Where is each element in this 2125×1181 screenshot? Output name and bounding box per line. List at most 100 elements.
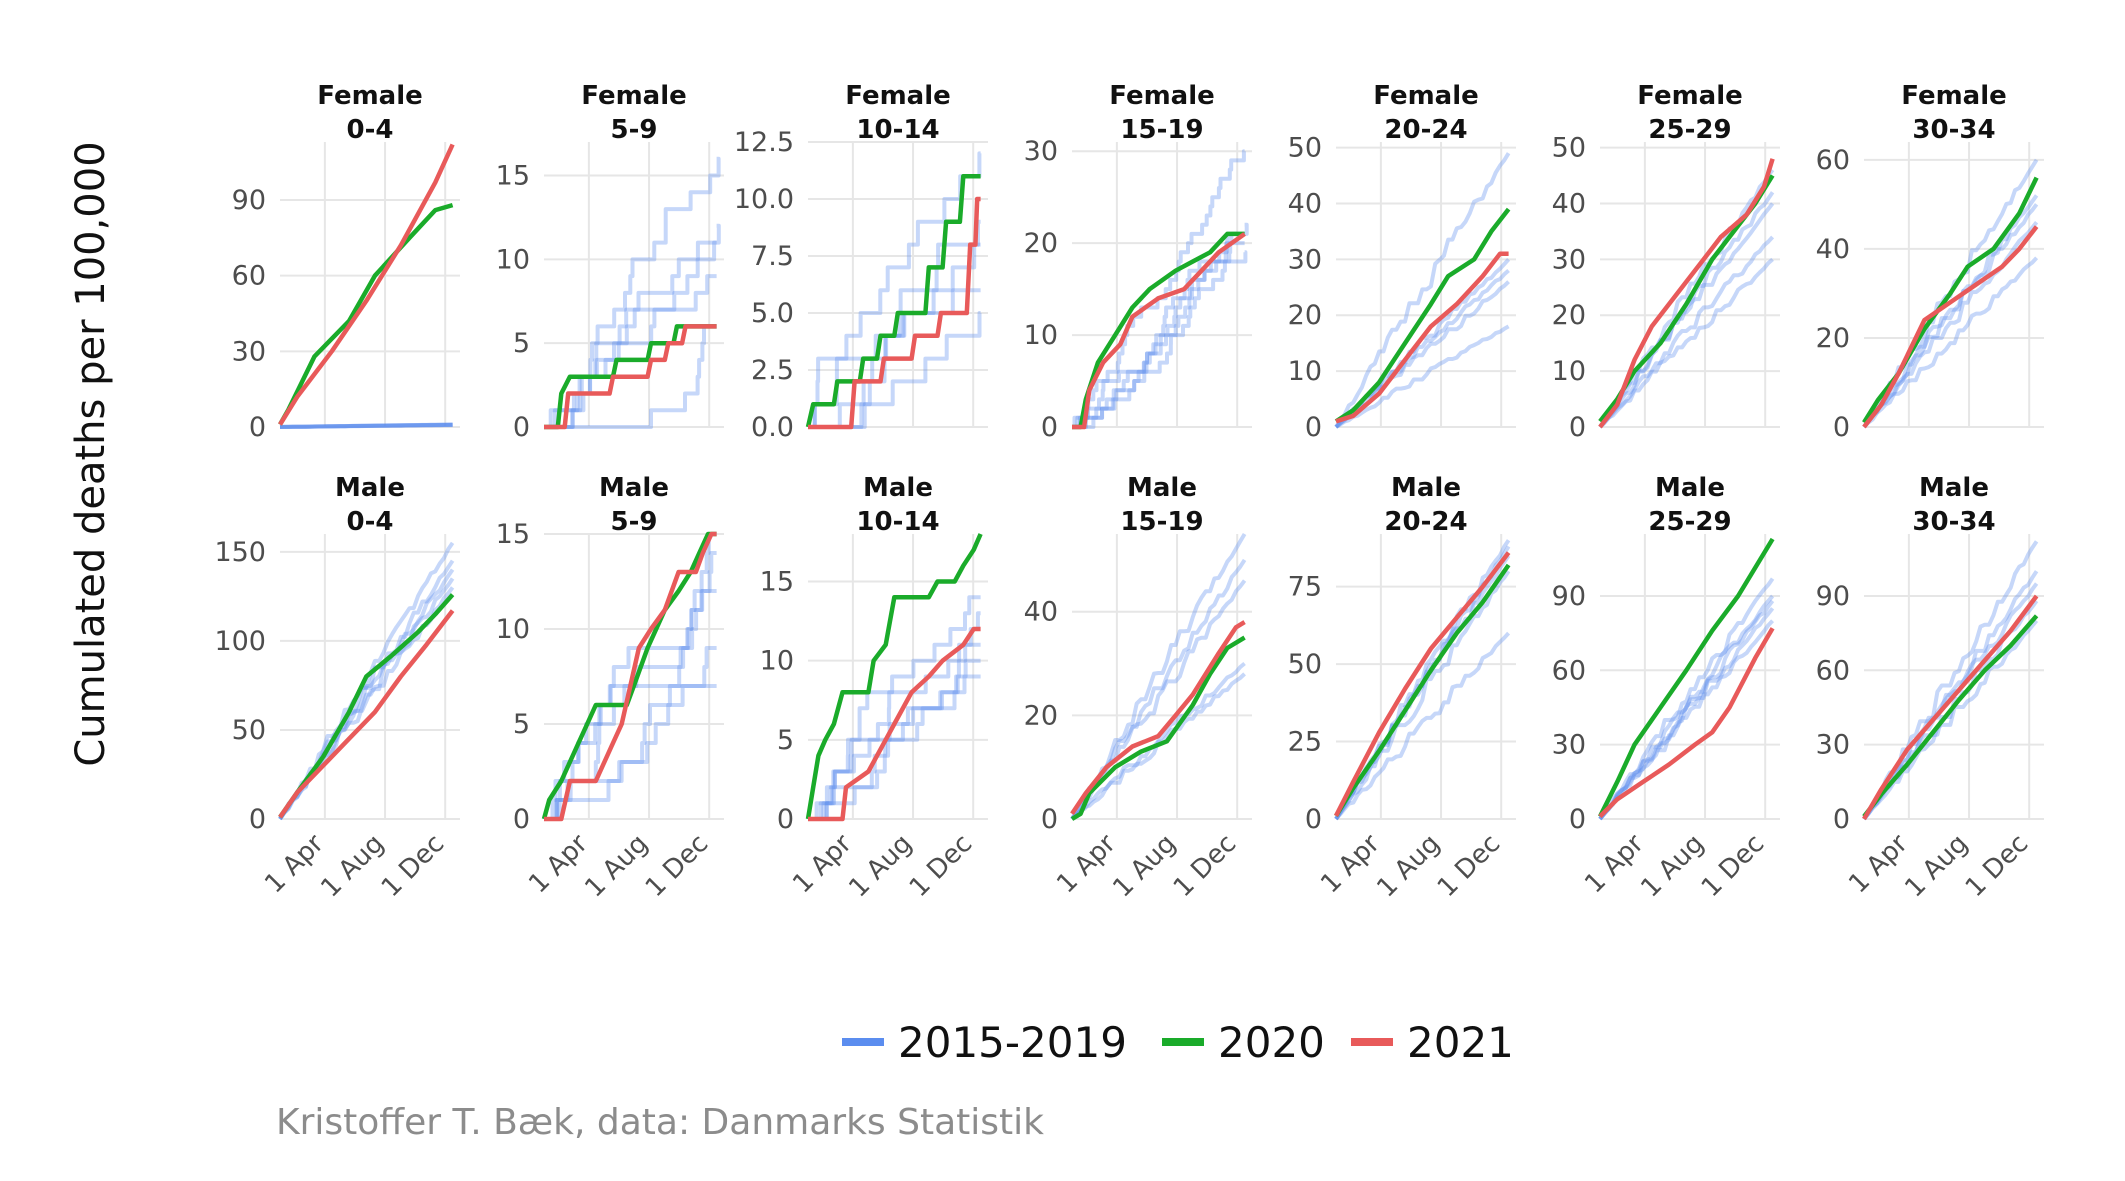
panel-title-sex: Male	[335, 473, 405, 503]
series-2015-2019-line	[1598, 191, 1775, 429]
series-2015-2019-line	[1334, 570, 1511, 821]
y-tick-label: 10	[1288, 356, 1322, 387]
series-2015-2019-line	[808, 595, 981, 821]
y-tick-label: 60	[232, 261, 266, 292]
panel-title: Female 15-19	[1109, 81, 1215, 145]
y-tick-label: 0	[1041, 412, 1058, 443]
y-tick-label: 60	[1816, 145, 1850, 176]
series-2020-line	[1070, 635, 1246, 821]
series-2015-2019-line	[1598, 235, 1775, 429]
series-2015-2019-line	[1072, 241, 1245, 429]
series-2015-2019-line	[808, 611, 981, 821]
series-2015-2019-line	[1598, 619, 1775, 821]
y-tick-label: 0	[1833, 804, 1850, 835]
panel-title: Male 30-34	[1912, 473, 1995, 537]
series-2015-2019-line	[279, 422, 453, 429]
panel-title-sex: Male	[599, 473, 669, 503]
x-tick-label: 1 Aug	[315, 829, 390, 904]
series-2020-line	[1862, 176, 2039, 424]
series-2015-2019-line	[1334, 631, 1511, 821]
y-tick-label: 40	[1288, 188, 1322, 219]
y-tick-label: 50	[1288, 133, 1322, 164]
y-tick-label: 15	[496, 519, 530, 550]
y-axis-label: Cumulated deaths per 100,000	[68, 141, 114, 766]
series-2015-2019-line	[1862, 256, 2039, 429]
x-tick-label: 1 Dec	[1432, 829, 1506, 903]
y-tick-label: 40	[1552, 188, 1586, 219]
panel-title-sex: Female	[1637, 81, 1743, 111]
series-2021-line	[278, 143, 455, 426]
y-tick-label: 10	[1024, 320, 1058, 351]
y-tick-label: 0	[1569, 804, 1586, 835]
panel-female-10-14: Female 10-14 0.0 2.5 5.0 7.5 10.0 12.5	[734, 81, 988, 443]
x-tick-label: 1 Dec	[376, 829, 450, 903]
y-tick-label: 100	[214, 626, 266, 657]
y-tick-label: 5.0	[751, 298, 794, 329]
panel-title-age: 25-29	[1648, 507, 1731, 537]
series-2020-line	[278, 202, 454, 426]
panel-female-25-29: Female 25-29 0 10 20 30 40 50	[1552, 81, 1780, 443]
series-2021-line	[1333, 551, 1511, 817]
x-tick-label: 1 Dec	[904, 829, 978, 903]
panel-title-sex: Female	[845, 81, 951, 111]
y-tick-label: 30	[1816, 730, 1850, 761]
y-tick-label: 30	[1024, 136, 1058, 167]
y-tick-label: 20	[1552, 300, 1586, 331]
y-tick-label: 50	[232, 715, 266, 746]
panel-title: Female 25-29	[1637, 81, 1743, 145]
x-tick-label: 1 Apr	[787, 829, 858, 900]
series-2015-2019-line	[544, 274, 717, 429]
series-2015-2019-line	[544, 684, 717, 821]
y-tick-label: 0	[1041, 804, 1058, 835]
panel-title: Male 25-29	[1648, 473, 1731, 537]
panel-title-age: 20-24	[1384, 507, 1467, 537]
legend-label-2021: 2021	[1407, 1018, 1514, 1067]
series-2015-2019-line	[1598, 599, 1775, 821]
x-tick-label: 1 Apr	[1051, 829, 1122, 900]
y-tick-label: 5	[777, 725, 794, 756]
series-2021-line	[1070, 620, 1246, 816]
series-2020-line	[805, 173, 981, 428]
series-2021-line	[544, 324, 717, 430]
panel-title-age: 10-14	[856, 115, 939, 145]
panel-title-sex: Female	[1109, 81, 1215, 111]
y-tick-label: 10.0	[734, 184, 794, 215]
panel-female-15-19: Female 15-19 0 10 20 30	[1024, 81, 1252, 443]
series-2015-2019-line	[1072, 231, 1245, 429]
series-2015-2019-line	[1598, 594, 1775, 821]
series-2015-2019-line	[1862, 619, 2039, 821]
panel-title-age: 15-19	[1120, 115, 1203, 145]
series-2015-2019-line	[544, 646, 717, 821]
series-2015-2019-line	[1862, 220, 2039, 429]
legend-label-2015-2019: 2015-2019	[898, 1018, 1127, 1067]
panel-title: Female 30-34	[1901, 81, 2007, 145]
y-tick-label: 15	[760, 567, 794, 598]
series-2015-2019-line	[1598, 577, 1775, 821]
series-2020-line	[1072, 231, 1245, 430]
x-tick-label: 1 Aug	[843, 829, 918, 904]
y-tick-label: 2.5	[751, 355, 794, 386]
series-2015-2019-line	[1072, 250, 1248, 429]
y-tick-label: 30	[1552, 730, 1586, 761]
series-2021-line	[808, 196, 981, 430]
series-2015-2019-line	[1862, 203, 2039, 429]
x-tick-label: 1 Aug	[1107, 829, 1182, 904]
panel-title-age: 0-4	[347, 115, 394, 145]
series-2020-line	[1334, 563, 1511, 818]
x-tick-label: 1 Apr	[259, 829, 330, 900]
panel-title: Female 0-4	[317, 81, 423, 145]
series-2015-2019-line	[1862, 570, 2039, 821]
series-2015-2019-line	[1334, 152, 1511, 429]
series-2020-line	[544, 324, 717, 430]
panel-female-30-34: Female 30-34 0 20 40 60	[1816, 81, 2044, 443]
x-tick-label: 1 Dec	[1168, 829, 1242, 903]
series-2020-line	[1862, 614, 2039, 818]
y-tick-label: 10	[496, 244, 530, 275]
panel-title: Male 15-19	[1120, 473, 1203, 537]
series-2015-2019-line	[279, 422, 453, 429]
panel-title-age: 15-19	[1120, 507, 1203, 537]
